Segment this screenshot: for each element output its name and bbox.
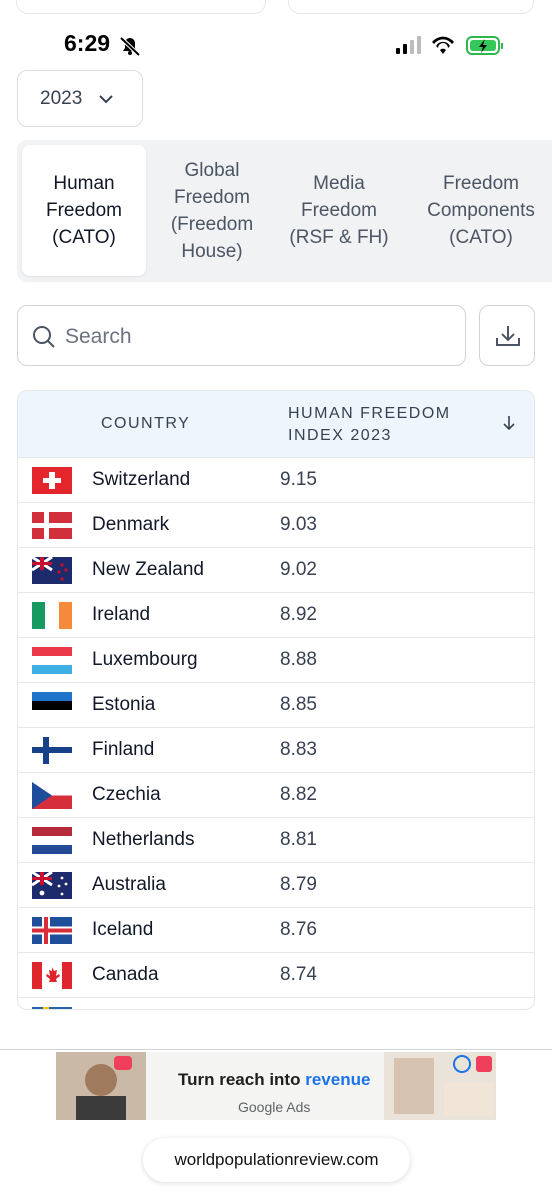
- year-select[interactable]: 2023: [17, 70, 143, 127]
- tab-bar: Human Freedom (CATO) Global Freedom (Fre…: [17, 140, 552, 282]
- table-header: COUNTRY HUMAN FREEDOM INDEX 2023: [18, 391, 534, 458]
- flag: [32, 602, 72, 629]
- country-name: Finland: [92, 739, 155, 760]
- index-value: 8.83: [280, 739, 317, 760]
- search-placeholder: Search: [65, 325, 132, 348]
- ad-image: [56, 1052, 146, 1120]
- search-box[interactable]: Search: [17, 305, 466, 366]
- table-row[interactable]: Australia 8.79: [18, 863, 534, 908]
- index-value: 8.79: [280, 874, 317, 895]
- country-name: Estonia: [92, 694, 156, 715]
- index-value: 8.92: [280, 604, 317, 625]
- divider: [0, 1049, 552, 1050]
- country-name: New Zealand: [92, 559, 204, 580]
- table-body: Switzerland 9.15 Denmark 9.03 New Zealand 9.0…: [18, 458, 534, 998]
- ad-headline: Turn reach into revenue: [178, 1070, 370, 1090]
- index-value: 8.82: [280, 784, 317, 805]
- flag: [32, 962, 72, 989]
- ad-text: Turn reach into: [178, 1070, 301, 1089]
- index-value: 8.81: [280, 829, 317, 850]
- country-name: Australia: [92, 874, 166, 895]
- country-name: Iceland: [92, 919, 154, 940]
- table-row[interactable]: Finland 8.83: [18, 728, 534, 773]
- table-row[interactable]: Canada 8.74: [18, 953, 534, 998]
- header-cell[interactable]: COUNTRY: [101, 415, 191, 432]
- url: worldpopulationreview.com: [174, 1150, 379, 1169]
- country-name: Ireland: [92, 604, 151, 625]
- header-cell[interactable]: HUMAN FREEDOM INDEX 2023: [288, 405, 451, 444]
- flag: [32, 782, 72, 809]
- table-row[interactable]: Estonia 8.85: [18, 683, 534, 728]
- index-value: 9.15: [280, 469, 317, 490]
- flag: [32, 1007, 72, 1009]
- table-row[interactable]: Iceland 8.76: [18, 908, 534, 953]
- tab[interactable]: Human Freedom (CATO): [22, 145, 146, 276]
- ad-image: [384, 1052, 496, 1120]
- partial-row: [18, 998, 534, 1009]
- ad-banner[interactable]: Turn reach into revenue Google Ads: [56, 1052, 496, 1120]
- flag: [32, 467, 72, 494]
- year-label: 2023: [40, 87, 83, 109]
- tab[interactable]: Freedom Components (CATO): [427, 173, 535, 248]
- card: [288, 0, 534, 14]
- index-value: 9.02: [280, 559, 317, 580]
- flag: [32, 692, 72, 719]
- flag: [32, 647, 72, 674]
- search-icon: [33, 326, 55, 348]
- country-name: Luxembourg: [92, 649, 198, 670]
- flag: [32, 512, 72, 539]
- table-row[interactable]: Denmark 9.03: [18, 503, 534, 548]
- status-icons: [396, 36, 503, 55]
- index-value: 8.88: [280, 649, 317, 670]
- table-row[interactable]: Czechia 8.82: [18, 773, 534, 818]
- tab[interactable]: Global Freedom (Freedom House): [170, 159, 254, 262]
- country-name: Canada: [92, 964, 159, 985]
- country-name: Denmark: [92, 514, 170, 535]
- flag: [32, 917, 72, 944]
- index-value: 8.76: [280, 919, 317, 940]
- tab[interactable]: Media Freedom (RSF & FH): [289, 173, 389, 248]
- data-table: COUNTRY HUMAN FREEDOM INDEX 2023 Switzer…: [17, 390, 535, 1010]
- table-row[interactable]: New Zealand 9.02: [18, 548, 534, 593]
- table-row[interactable]: Netherlands 8.81: [18, 818, 534, 863]
- index-value: 8.85: [280, 694, 317, 715]
- country-name: Netherlands: [92, 829, 195, 850]
- mute-icon: [119, 36, 141, 56]
- card: [16, 0, 266, 14]
- country-name: Switzerland: [92, 469, 191, 490]
- flag: [32, 737, 72, 764]
- table-row[interactable]: Switzerland 9.15: [18, 458, 534, 503]
- status-time: 6:29: [64, 30, 111, 56]
- index-value: 8.74: [280, 964, 317, 985]
- flag: [32, 872, 72, 899]
- index-value: 9.03: [280, 514, 317, 535]
- table-row[interactable]: Luxembourg 8.88: [18, 638, 534, 683]
- flag: [32, 557, 72, 584]
- sort-icon: [503, 416, 515, 431]
- table-row[interactable]: Ireland 8.92: [18, 593, 534, 638]
- url-bar[interactable]: worldpopulationreview.com: [143, 1138, 410, 1182]
- country-name: Czechia: [92, 784, 161, 805]
- download-button[interactable]: [479, 305, 535, 366]
- chevron-icon: [99, 94, 113, 103]
- ad-brand: Google Ads: [238, 1099, 311, 1115]
- ad-highlight: revenue: [305, 1070, 371, 1089]
- flag: [32, 827, 72, 854]
- download-icon: [496, 326, 520, 346]
